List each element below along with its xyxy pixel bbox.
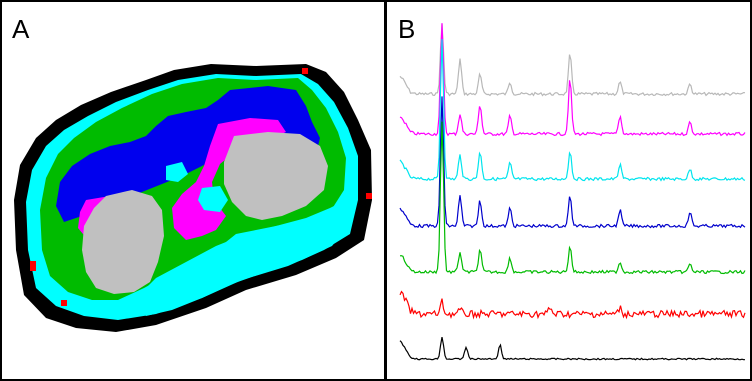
gray-regions (82, 132, 328, 294)
red-spots (30, 68, 372, 306)
spectrum-magenta (399, 23, 746, 137)
spectra-stack (399, 23, 746, 361)
spectrum-blue (399, 96, 746, 229)
panel-divider (384, 0, 387, 381)
spectrum-cyan (399, 39, 746, 182)
segmentation-map (14, 64, 372, 332)
cyan-lower-band (136, 200, 348, 316)
spectrum-gray (399, 23, 746, 97)
spectrum-red (399, 290, 746, 320)
panel-a-label: A (12, 14, 30, 44)
cyan-inner-spots (166, 162, 228, 212)
spectrum-black (399, 336, 746, 361)
panel-b-label: B (398, 14, 416, 44)
spectrum-green (399, 121, 746, 275)
